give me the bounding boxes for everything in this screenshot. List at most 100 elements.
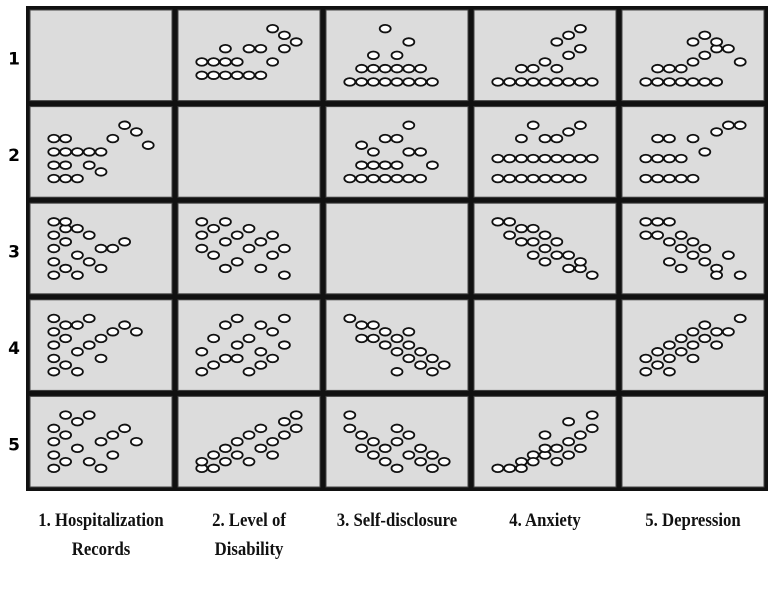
point (366, 50, 380, 60)
point (266, 250, 280, 260)
point (218, 263, 232, 274)
point (402, 77, 416, 87)
point (366, 320, 380, 330)
point (106, 327, 120, 337)
point (562, 153, 575, 164)
point (651, 360, 664, 370)
point (574, 173, 587, 184)
panel (621, 395, 765, 488)
point (59, 320, 72, 330)
point (266, 57, 280, 67)
point (378, 443, 392, 454)
point (94, 463, 108, 474)
point (585, 410, 599, 420)
point (82, 230, 96, 240)
point (254, 443, 268, 454)
point (651, 133, 664, 144)
point (355, 77, 369, 87)
point (562, 173, 575, 184)
point (515, 63, 528, 74)
variable-label: 2. Level of Disability (212, 510, 286, 560)
point (651, 77, 664, 87)
point (686, 327, 700, 337)
point (71, 270, 84, 280)
point (710, 127, 723, 137)
point (574, 77, 587, 87)
point (277, 243, 291, 254)
point (651, 217, 664, 227)
point (94, 353, 108, 364)
point (550, 63, 564, 74)
point (207, 223, 221, 234)
point (722, 120, 735, 130)
point (503, 230, 517, 240)
point (47, 423, 61, 434)
point (663, 257, 676, 267)
point (47, 313, 61, 324)
point (526, 173, 540, 184)
point (195, 217, 209, 227)
point (562, 30, 575, 41)
point (722, 250, 735, 260)
point (266, 327, 280, 337)
point (562, 437, 575, 447)
point (550, 153, 564, 164)
point (550, 133, 564, 144)
point (585, 153, 599, 164)
point (663, 367, 676, 377)
point (402, 173, 416, 184)
point (526, 120, 540, 130)
point (277, 270, 291, 280)
point (47, 340, 61, 350)
point (515, 133, 528, 144)
point (402, 430, 416, 440)
point (686, 77, 700, 87)
point (722, 43, 735, 54)
point (663, 353, 676, 364)
point (141, 140, 155, 150)
point (195, 367, 209, 377)
point (585, 77, 599, 87)
point (47, 147, 61, 157)
point (378, 327, 392, 337)
point (59, 430, 72, 440)
point (538, 243, 552, 254)
point (425, 77, 439, 87)
point (343, 173, 357, 184)
point (82, 340, 96, 350)
point (503, 217, 517, 227)
point (538, 133, 552, 144)
point (674, 333, 688, 344)
point (526, 77, 540, 87)
point (686, 250, 700, 260)
point (562, 127, 575, 137)
point (343, 410, 357, 420)
point (82, 257, 96, 267)
point (230, 313, 244, 324)
point (698, 320, 712, 330)
point (355, 173, 369, 184)
point (82, 147, 96, 157)
point (390, 160, 404, 170)
point (266, 23, 280, 34)
point (574, 120, 587, 130)
point (378, 77, 392, 87)
point (733, 270, 747, 280)
point (94, 167, 108, 177)
point (254, 70, 268, 80)
point (47, 437, 61, 447)
point (47, 463, 61, 474)
point (59, 333, 72, 344)
point (242, 333, 256, 344)
point (651, 173, 664, 184)
point (663, 153, 676, 164)
point (242, 456, 256, 467)
point (378, 173, 392, 184)
point (254, 320, 268, 330)
point (94, 263, 108, 274)
point (550, 77, 564, 87)
point (538, 443, 552, 454)
point (698, 243, 712, 254)
point (710, 37, 723, 47)
